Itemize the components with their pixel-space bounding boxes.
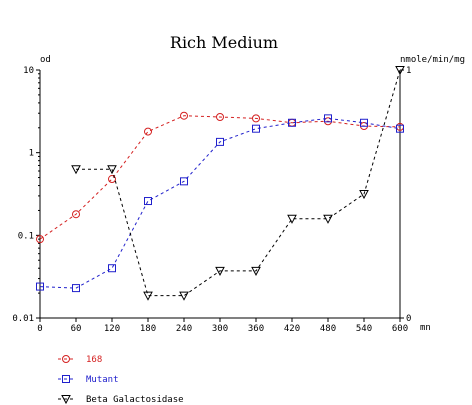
data-point [36, 282, 44, 291]
x-tick-label: 60 [71, 324, 82, 334]
x-tick-label: 180 [140, 324, 156, 334]
data-point [287, 214, 297, 224]
y-right-label: nmole/min/mg [400, 55, 465, 65]
series-line [76, 69, 401, 297]
y-left-tick-label: 0.1 [18, 231, 34, 241]
data-point [215, 266, 225, 276]
data-point [72, 284, 80, 293]
data-point [108, 175, 116, 184]
y-left-label: od [40, 55, 51, 65]
x-tick-label: 480 [320, 324, 336, 334]
data-point [180, 177, 188, 186]
y-left-tick-label: 10 [23, 66, 34, 76]
legend-entry: Mutant [58, 375, 119, 385]
series-line [39, 117, 401, 289]
legend: 168 Mutant Beta Galactosidase [58, 355, 184, 405]
data-point [144, 127, 152, 136]
data-point [395, 66, 405, 76]
x-tick-label: 240 [176, 324, 192, 334]
legend-marker [62, 355, 70, 363]
data-point [252, 124, 260, 133]
data-point [108, 264, 116, 273]
y-right-tick-label: 0 [406, 314, 411, 324]
data-point [288, 118, 296, 127]
legend-entry: Beta Galactosidase [58, 395, 184, 405]
data-point [324, 114, 332, 123]
data-point [216, 113, 224, 122]
x-tick-label: 300 [212, 324, 228, 334]
x-unit-label: mn [420, 323, 431, 333]
legend-marker [62, 375, 70, 383]
data-point [144, 197, 152, 206]
data-point [107, 165, 117, 175]
data-point [143, 291, 153, 301]
x-tick-label: 360 [248, 324, 264, 334]
x-tick-label: 600 [392, 324, 408, 334]
x-tick-label: 0 [37, 324, 42, 334]
legend-label: Mutant [86, 375, 119, 385]
y-right-tick-label: 1 [406, 66, 411, 76]
data-point [36, 235, 44, 244]
series-layer [36, 66, 405, 301]
data-point [216, 137, 224, 146]
data-point [396, 124, 404, 133]
data-point [71, 165, 81, 175]
data-point [179, 291, 189, 301]
legend-entry: 168 [58, 355, 102, 365]
data-point [360, 118, 368, 127]
legend-label: Beta Galactosidase [86, 395, 184, 405]
chart-title: Rich Medium [170, 33, 278, 52]
data-point [251, 266, 261, 276]
legend-marker [61, 395, 71, 405]
series-triangle-down [71, 66, 405, 301]
legend-label: 168 [86, 355, 102, 365]
data-point [323, 214, 333, 224]
series-square [36, 114, 404, 293]
y-left-tick-label: 1 [29, 149, 34, 159]
data-point [180, 111, 188, 120]
series-circle [36, 111, 404, 244]
x-tick-label: 120 [104, 324, 120, 334]
data-point [359, 190, 369, 200]
data-point [252, 114, 260, 123]
axes: 0 60 120 180 240 300 360 420 480 540 6000.010.1110… [12, 66, 411, 334]
x-tick-label: 540 [356, 324, 372, 334]
x-tick-label: 420 [284, 324, 300, 334]
data-point [72, 210, 80, 219]
series-line [39, 115, 401, 240]
y-left-tick-label: 0.01 [12, 314, 34, 324]
